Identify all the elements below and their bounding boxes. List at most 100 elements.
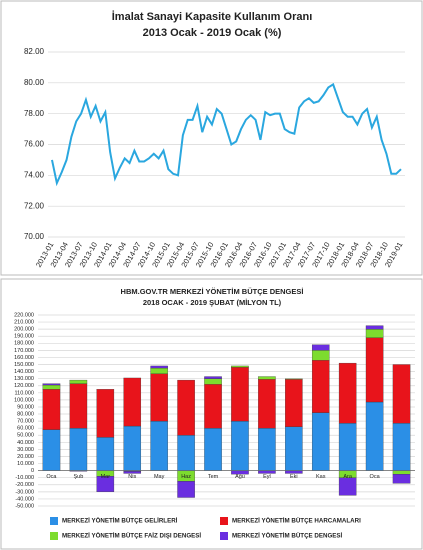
y-tick-label: 74.00 xyxy=(24,170,45,179)
x-tick-label: Oca xyxy=(370,474,381,480)
y-tick-label: 30.000 xyxy=(17,447,34,453)
bar-segment xyxy=(258,470,276,474)
bar-segment xyxy=(338,423,357,471)
bar-segment xyxy=(365,328,384,338)
y-tick-label: -20.000 xyxy=(15,482,34,488)
bar-segment xyxy=(177,379,195,436)
bar-segment xyxy=(311,344,330,351)
y-tick-label: 0 xyxy=(31,468,34,474)
bar-segment xyxy=(285,378,303,380)
bar-segment xyxy=(311,412,330,471)
bar-segment xyxy=(204,384,222,429)
y-tick-label: 78.00 xyxy=(24,109,45,118)
y-tick-label: -10.000 xyxy=(15,475,34,481)
bar-segment xyxy=(365,337,384,403)
bar-segment xyxy=(392,474,411,484)
y-tick-label: 140.000 xyxy=(14,369,34,375)
y-tick-label: -30.000 xyxy=(15,489,34,495)
bar-segment xyxy=(338,362,357,424)
bar-segment xyxy=(150,367,168,374)
x-tick-label: Ağu xyxy=(235,474,245,480)
bar-segment xyxy=(285,470,303,474)
x-tick-label: May xyxy=(154,474,165,480)
bar-segment xyxy=(365,325,384,330)
bar-segment xyxy=(69,379,88,384)
y-tick-label: 90.000 xyxy=(17,404,34,410)
y-tick-label: 150.000 xyxy=(14,362,34,368)
y-tick-label: 160.000 xyxy=(14,355,34,361)
bar-segment xyxy=(258,379,276,429)
y-tick-label: 50.000 xyxy=(17,433,34,439)
y-tick-label: 20.000 xyxy=(17,454,34,460)
y-tick-label: 120.000 xyxy=(14,383,34,389)
chart-subtitle: 2013 Ocak - 2019 Ocak (%) xyxy=(143,27,282,39)
y-tick-label: 170.000 xyxy=(14,348,34,354)
bar-segment xyxy=(123,425,142,471)
x-tick-label: Tem xyxy=(208,474,219,480)
bar-segment xyxy=(123,377,142,427)
bar-segment xyxy=(311,360,330,413)
bar-segment xyxy=(42,383,61,386)
legend-swatch xyxy=(50,532,58,540)
y-tick-label: 80.00 xyxy=(24,78,45,87)
legend-label: MERKEZİ YÖNETİM BÜTÇE GELİRLERİ xyxy=(62,518,178,525)
bar-segment xyxy=(311,350,330,361)
x-tick-label: Oca xyxy=(46,474,57,480)
x-tick-label: Ara xyxy=(343,474,353,480)
y-tick-label: 70.00 xyxy=(24,232,45,241)
y-tick-label: -40.000 xyxy=(15,496,34,502)
y-tick-label: 72.00 xyxy=(24,201,45,210)
y-tick-label: 40.000 xyxy=(17,440,34,446)
bar-segment xyxy=(123,471,142,474)
x-tick-label: Şub xyxy=(73,474,83,480)
legend-label: MERKEZİ YÖNETİM BÜTÇE FAİZ DIŞI DENGESİ xyxy=(62,533,201,540)
bar-segment xyxy=(96,437,115,471)
bar-segment xyxy=(150,365,168,369)
legend-label: MERKEZİ YÖNETİM BÜTÇE HARCAMALARI xyxy=(232,518,361,525)
bar-segment xyxy=(392,364,411,424)
y-tick-label: 70.000 xyxy=(17,419,34,425)
legend-label: MERKEZİ YÖNETİM BÜTÇE DENGESİ xyxy=(232,533,343,540)
x-tick-label: Mar xyxy=(101,474,111,480)
y-tick-label: 210.000 xyxy=(14,320,34,326)
bar-segment xyxy=(365,401,384,471)
bar-segment xyxy=(285,426,303,471)
x-tick-label: Eyl xyxy=(263,474,271,480)
bar-segment xyxy=(258,428,276,471)
bar-segment xyxy=(150,420,168,471)
bar-segment xyxy=(69,428,88,471)
bar-segment xyxy=(204,428,222,471)
y-tick-label: 200.000 xyxy=(14,327,34,333)
bar-segment xyxy=(150,373,168,422)
panel xyxy=(0,0,423,276)
bar-segment xyxy=(42,429,61,471)
bar-segment xyxy=(42,384,61,390)
chart-title: İmalat Sanayi Kapasite Kullanım Oranı xyxy=(112,10,313,23)
y-tick-label: 10.000 xyxy=(17,461,34,467)
x-tick-label: Kas xyxy=(316,474,326,480)
legend-swatch xyxy=(50,517,58,525)
y-tick-label: 80.000 xyxy=(17,411,34,417)
bar-segment xyxy=(177,435,195,471)
bar-segment xyxy=(231,365,249,368)
bar-segment xyxy=(338,477,357,496)
bar-segment xyxy=(42,389,61,430)
y-tick-label: 130.000 xyxy=(14,376,34,382)
bar-segment xyxy=(204,376,222,379)
y-tick-label: 110.000 xyxy=(15,390,34,396)
y-tick-label: 60.000 xyxy=(17,426,34,432)
y-tick-label: 76.00 xyxy=(24,140,45,149)
y-tick-label: 180.000 xyxy=(14,341,34,347)
x-tick-label: Eki xyxy=(290,474,298,480)
y-tick-label: 220.000 xyxy=(14,312,34,318)
y-tick-label: 82.00 xyxy=(24,47,45,56)
bar-segment xyxy=(392,470,411,475)
bar-segment xyxy=(177,481,195,498)
x-tick-label: Nis xyxy=(128,474,136,480)
bar-segment xyxy=(69,383,88,429)
bar-segment xyxy=(285,379,303,427)
legend-swatch xyxy=(220,532,228,540)
bar-segment xyxy=(96,389,115,438)
